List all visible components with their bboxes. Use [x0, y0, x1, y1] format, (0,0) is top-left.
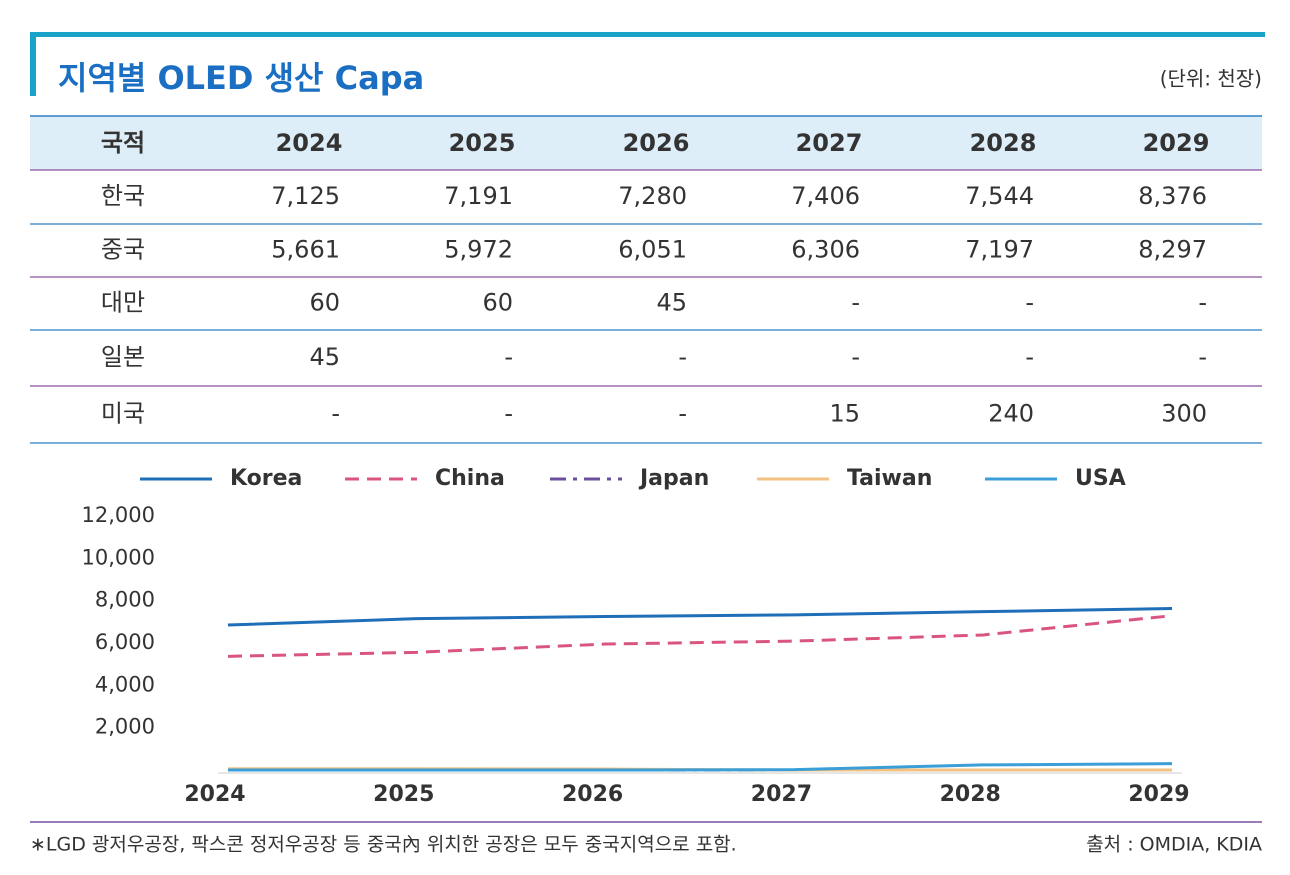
- y-tick-label: 8,000: [95, 588, 155, 612]
- x-tick-label: 2027: [751, 782, 812, 807]
- legend-label: Taiwan: [847, 466, 932, 491]
- legend-label: Korea: [230, 466, 302, 491]
- y-tick-label: 4,000: [95, 672, 155, 696]
- x-tick-label: 2028: [940, 782, 1001, 807]
- table-cell: 7,191: [444, 182, 513, 210]
- table-cell: 6,306: [791, 236, 860, 264]
- table-cell: 15: [829, 400, 860, 428]
- table: 국적 2024 2025 2026 2027 2028 2029 한국 7,125 7,191 7,…: [30, 115, 1262, 444]
- table-header-bg: [30, 116, 1262, 170]
- table-cell: 7,280: [618, 182, 687, 210]
- table-cell: 7,544: [965, 182, 1034, 210]
- footnote: ∗LGD 광저우공장, 팍스콘 정저우공장 등 중국內 위치한 공장은 모두 중…: [30, 834, 737, 856]
- top-bar: [30, 32, 1265, 37]
- table-cell: -: [504, 400, 513, 428]
- table-header-cell: 2027: [796, 129, 863, 157]
- table-cell: 5,972: [444, 236, 513, 264]
- table-cell: 7,197: [965, 236, 1034, 264]
- table-cell: 60: [482, 289, 513, 317]
- table-cell: 7,125: [271, 182, 340, 210]
- table-cell: -: [331, 400, 340, 428]
- y-tick-label: 12,000: [82, 503, 155, 527]
- legend-label: China: [435, 466, 505, 491]
- table-cell: 8,297: [1138, 236, 1207, 264]
- table-header-cell: 2029: [1143, 129, 1210, 157]
- table-header-cell: 2026: [623, 129, 690, 157]
- table-cell: -: [1025, 289, 1034, 317]
- y-tick-label: 10,000: [82, 545, 155, 569]
- table-cell: 한국: [101, 182, 145, 210]
- table-cell: -: [851, 343, 860, 371]
- table-cell: 미국: [101, 400, 145, 428]
- chart: 2,000 4,000 6,000 8,000 10,000 12,000 2024 2025…: [82, 466, 1190, 807]
- series-line: [227, 614, 1173, 658]
- y-tick-label: 6,000: [95, 630, 155, 654]
- table-header-cell: 2025: [449, 129, 516, 157]
- table-header-cell: 국적: [101, 129, 145, 157]
- table-cell: -: [678, 343, 687, 371]
- table-cell: -: [1198, 343, 1207, 371]
- table-cell: 8,376: [1138, 182, 1207, 210]
- table-cell: 45: [656, 289, 687, 317]
- table-cell: 대만: [101, 289, 145, 317]
- table-cell: 7,406: [791, 182, 860, 210]
- table-cell: -: [504, 343, 513, 371]
- table-cell: 6,051: [618, 236, 687, 264]
- table-cell: -: [1025, 343, 1034, 371]
- table-header-cell: 2028: [970, 129, 1037, 157]
- unit: (단위: 천장): [1160, 67, 1262, 91]
- title: 지역별 OLED 생산 Capa: [58, 59, 424, 97]
- table-cell: -: [1198, 289, 1207, 317]
- table-cell: 60: [309, 289, 340, 317]
- table-cell: 45: [309, 343, 340, 371]
- table-cell: -: [678, 400, 687, 428]
- source: 출처 : OMDIA, KDIA: [1086, 834, 1262, 856]
- x-tick-label: 2025: [373, 782, 434, 807]
- x-tick-label: 2024: [184, 782, 245, 807]
- x-tick-label: 2026: [562, 782, 623, 807]
- table-cell: 일본: [101, 343, 145, 371]
- series-line: [228, 762, 1173, 772]
- table-cell: 5,661: [271, 236, 340, 264]
- table-cell: 중국: [101, 236, 145, 264]
- series-line: [227, 606, 1173, 627]
- title-accent: [30, 32, 36, 96]
- table-cell: 300: [1161, 400, 1207, 428]
- y-tick-label: 2,000: [95, 715, 155, 739]
- table-cell: -: [851, 289, 860, 317]
- legend-label: USA: [1075, 466, 1126, 491]
- table-header-cell: 2024: [276, 129, 343, 157]
- table-cell: 240: [988, 400, 1034, 428]
- legend-label: Japan: [638, 466, 709, 491]
- x-tick-label: 2029: [1128, 782, 1189, 807]
